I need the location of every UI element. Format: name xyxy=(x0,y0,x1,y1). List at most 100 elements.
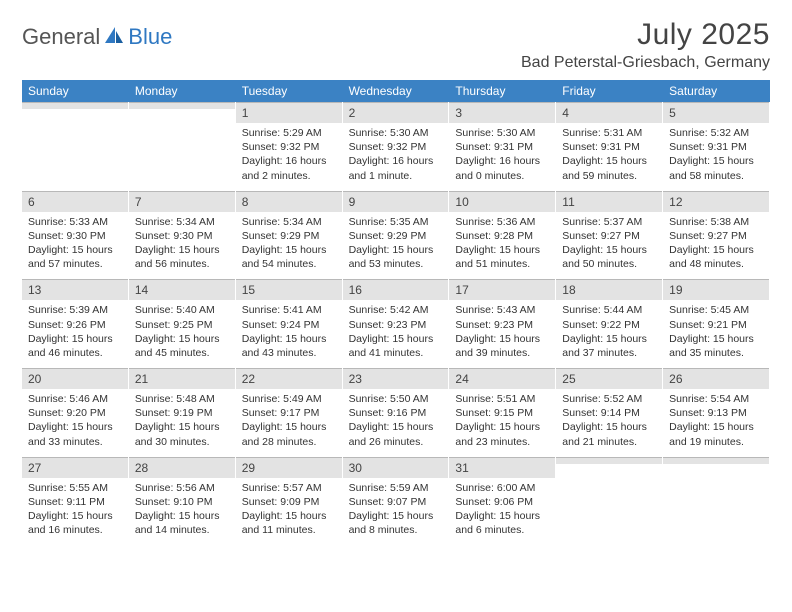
week-row: 6Sunrise: 5:33 AMSunset: 9:30 PMDaylight… xyxy=(22,191,770,280)
day-number: 12 xyxy=(663,191,769,212)
day-cell: 16Sunrise: 5:42 AMSunset: 9:23 PMDayligh… xyxy=(343,279,450,368)
dow-tuesday: Tuesday xyxy=(236,80,343,102)
day-number: 26 xyxy=(663,368,769,389)
sunrise-text: Sunrise: 5:59 AM xyxy=(349,481,443,495)
sunset-text: Sunset: 9:28 PM xyxy=(455,229,549,243)
day-body: Sunrise: 5:52 AMSunset: 9:14 PMDaylight:… xyxy=(556,389,662,457)
day-number: 25 xyxy=(556,368,662,389)
day-cell: 9Sunrise: 5:35 AMSunset: 9:29 PMDaylight… xyxy=(343,191,450,280)
day-number: 11 xyxy=(556,191,662,212)
title-block: July 2025 Bad Peterstal-Griesbach, Germa… xyxy=(521,18,770,72)
day-number: 27 xyxy=(22,457,128,478)
day-cell: 15Sunrise: 5:41 AMSunset: 9:24 PMDayligh… xyxy=(236,279,343,368)
sunrise-text: Sunrise: 5:41 AM xyxy=(242,303,336,317)
day-cell: 4Sunrise: 5:31 AMSunset: 9:31 PMDaylight… xyxy=(556,102,663,191)
sunrise-text: Sunrise: 5:55 AM xyxy=(28,481,122,495)
day-number: 10 xyxy=(449,191,555,212)
sunset-text: Sunset: 9:21 PM xyxy=(669,318,763,332)
day-number: 5 xyxy=(663,102,769,123)
day-number: 24 xyxy=(449,368,555,389)
day-number xyxy=(22,102,128,109)
week-row: 1Sunrise: 5:29 AMSunset: 9:32 PMDaylight… xyxy=(22,102,770,191)
sunset-text: Sunset: 9:22 PM xyxy=(562,318,656,332)
dow-monday: Monday xyxy=(129,80,236,102)
day-body: Sunrise: 5:42 AMSunset: 9:23 PMDaylight:… xyxy=(343,300,449,368)
daylight-text: Daylight: 16 hours and 2 minutes. xyxy=(242,154,336,182)
logo-sail-icon xyxy=(103,25,125,50)
day-cell: 3Sunrise: 5:30 AMSunset: 9:31 PMDaylight… xyxy=(449,102,556,191)
day-cell: 6Sunrise: 5:33 AMSunset: 9:30 PMDaylight… xyxy=(22,191,129,280)
header: General Blue July 2025 Bad Peterstal-Gri… xyxy=(22,18,770,72)
sunset-text: Sunset: 9:11 PM xyxy=(28,495,122,509)
day-body: Sunrise: 5:32 AMSunset: 9:31 PMDaylight:… xyxy=(663,123,769,191)
day-number: 29 xyxy=(236,457,342,478)
day-body: Sunrise: 5:39 AMSunset: 9:26 PMDaylight:… xyxy=(22,300,128,368)
day-cell: 26Sunrise: 5:54 AMSunset: 9:13 PMDayligh… xyxy=(663,368,770,457)
day-cell xyxy=(22,102,129,191)
sunrise-text: Sunrise: 5:39 AM xyxy=(28,303,122,317)
logo-text-blue: Blue xyxy=(128,24,172,50)
day-cell: 28Sunrise: 5:56 AMSunset: 9:10 PMDayligh… xyxy=(129,457,236,546)
day-cell xyxy=(129,102,236,191)
day-number: 21 xyxy=(129,368,235,389)
sunrise-text: Sunrise: 5:52 AM xyxy=(562,392,656,406)
day-body: Sunrise: 5:45 AMSunset: 9:21 PMDaylight:… xyxy=(663,300,769,368)
sunrise-text: Sunrise: 5:33 AM xyxy=(28,215,122,229)
sunset-text: Sunset: 9:32 PM xyxy=(349,140,443,154)
daylight-text: Daylight: 15 hours and 19 minutes. xyxy=(669,420,763,448)
day-cell: 23Sunrise: 5:50 AMSunset: 9:16 PMDayligh… xyxy=(343,368,450,457)
day-body: Sunrise: 5:37 AMSunset: 9:27 PMDaylight:… xyxy=(556,212,662,280)
daylight-text: Daylight: 15 hours and 53 minutes. xyxy=(349,243,443,271)
logo-text-general: General xyxy=(22,24,100,50)
sunset-text: Sunset: 9:27 PM xyxy=(669,229,763,243)
day-cell: 2Sunrise: 5:30 AMSunset: 9:32 PMDaylight… xyxy=(343,102,450,191)
day-body: Sunrise: 5:34 AMSunset: 9:29 PMDaylight:… xyxy=(236,212,342,280)
daylight-text: Daylight: 15 hours and 30 minutes. xyxy=(135,420,229,448)
day-body: Sunrise: 5:43 AMSunset: 9:23 PMDaylight:… xyxy=(449,300,555,368)
sunrise-text: Sunrise: 5:34 AM xyxy=(242,215,336,229)
sunrise-text: Sunrise: 5:57 AM xyxy=(242,481,336,495)
sunrise-text: Sunrise: 5:54 AM xyxy=(669,392,763,406)
sunset-text: Sunset: 9:31 PM xyxy=(562,140,656,154)
daylight-text: Daylight: 15 hours and 46 minutes. xyxy=(28,332,122,360)
daylight-text: Daylight: 15 hours and 50 minutes. xyxy=(562,243,656,271)
day-number xyxy=(129,102,235,109)
day-body: Sunrise: 5:54 AMSunset: 9:13 PMDaylight:… xyxy=(663,389,769,457)
sunrise-text: Sunrise: 5:43 AM xyxy=(455,303,549,317)
daylight-text: Daylight: 15 hours and 39 minutes. xyxy=(455,332,549,360)
day-body: Sunrise: 5:35 AMSunset: 9:29 PMDaylight:… xyxy=(343,212,449,280)
day-body: Sunrise: 5:40 AMSunset: 9:25 PMDaylight:… xyxy=(129,300,235,368)
logo: General Blue xyxy=(22,18,172,50)
sunset-text: Sunset: 9:20 PM xyxy=(28,406,122,420)
day-cell: 13Sunrise: 5:39 AMSunset: 9:26 PMDayligh… xyxy=(22,279,129,368)
day-cell: 25Sunrise: 5:52 AMSunset: 9:14 PMDayligh… xyxy=(556,368,663,457)
dow-wednesday: Wednesday xyxy=(343,80,450,102)
sunrise-text: Sunrise: 5:30 AM xyxy=(455,126,549,140)
sunset-text: Sunset: 9:17 PM xyxy=(242,406,336,420)
day-number: 16 xyxy=(343,279,449,300)
sunrise-text: Sunrise: 5:42 AM xyxy=(349,303,443,317)
day-number: 30 xyxy=(343,457,449,478)
day-cell: 30Sunrise: 5:59 AMSunset: 9:07 PMDayligh… xyxy=(343,457,450,546)
day-body: Sunrise: 5:56 AMSunset: 9:10 PMDaylight:… xyxy=(129,478,235,546)
location: Bad Peterstal-Griesbach, Germany xyxy=(521,54,770,72)
sunset-text: Sunset: 9:29 PM xyxy=(242,229,336,243)
day-of-week-header: Sunday Monday Tuesday Wednesday Thursday… xyxy=(22,80,770,102)
sunset-text: Sunset: 9:07 PM xyxy=(349,495,443,509)
day-cell: 22Sunrise: 5:49 AMSunset: 9:17 PMDayligh… xyxy=(236,368,343,457)
day-number: 15 xyxy=(236,279,342,300)
sunrise-text: Sunrise: 6:00 AM xyxy=(455,481,549,495)
sunset-text: Sunset: 9:15 PM xyxy=(455,406,549,420)
sunrise-text: Sunrise: 5:49 AM xyxy=(242,392,336,406)
week-row: 27 Sunrise: 5:55 AMSunset: 9:11 PM Dayligh… xyxy=(22,457,770,546)
day-number xyxy=(663,457,769,464)
day-cell: 1Sunrise: 5:29 AMSunset: 9:32 PMDaylight… xyxy=(236,102,343,191)
day-body: Sunrise: 5:51 AMSunset: 9:15 PMDaylight:… xyxy=(449,389,555,457)
day-body: Sunrise: 5:57 AMSunset: 9:09 PMDaylight:… xyxy=(236,478,342,546)
sunrise-text: Sunrise: 5:38 AM xyxy=(669,215,763,229)
sunset-text: Sunset: 9:25 PM xyxy=(135,318,229,332)
daylight-text: Daylight: 15 hours and 14 minutes. xyxy=(135,509,229,537)
sunset-text: Sunset: 9:24 PM xyxy=(242,318,336,332)
day-body: Sunrise: 5:48 AMSunset: 9:19 PMDaylight:… xyxy=(129,389,235,457)
daylight-text: Daylight: 15 hours and 37 minutes. xyxy=(562,332,656,360)
